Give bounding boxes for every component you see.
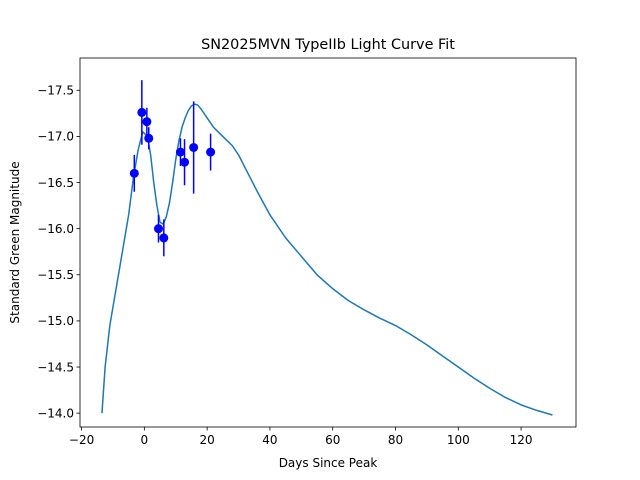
y-tick-label: −17.0	[37, 130, 74, 144]
y-axis-label: Standard Green Magnitude	[8, 161, 22, 323]
axes-frame	[79, 57, 577, 428]
data-point	[142, 117, 152, 127]
data-point	[153, 224, 163, 234]
y-tick-label: −16.0	[37, 222, 74, 236]
x-tick-label: 0	[141, 433, 149, 447]
data-point	[137, 107, 147, 117]
y-axis: −17.5 −17.0 −16.5 −16.0 −15.5 −15.0 −14.5 −14.0	[37, 84, 80, 420]
y-tick-label: −14.0	[37, 406, 74, 420]
data-point	[189, 142, 199, 152]
x-tick-label: 20	[199, 433, 214, 447]
x-tick-label: 40	[262, 433, 277, 447]
data-point	[206, 147, 216, 157]
y-tick-label: −15.5	[37, 268, 74, 282]
x-tick-label: −20	[69, 433, 94, 447]
y-tick-label: −14.5	[37, 360, 74, 374]
chart-title: SN2025MVN TypeIIb Light Curve Fit	[201, 37, 455, 53]
y-tick-label: −15.0	[37, 314, 74, 328]
x-tick-label: 80	[388, 433, 403, 447]
plot-area	[101, 80, 553, 416]
y-tick-label: −17.5	[37, 84, 74, 98]
data-point	[175, 147, 185, 157]
data-point	[159, 233, 169, 243]
x-tick-label: 120	[510, 433, 533, 447]
x-tick-label: 60	[325, 433, 340, 447]
data-point	[180, 157, 190, 167]
data-point	[129, 168, 139, 178]
x-tick-label: 100	[447, 433, 470, 447]
x-axis-label: Days Since Peak	[279, 456, 378, 470]
data-point	[144, 133, 154, 143]
x-axis: −20 0 20 40 60 80 100 120	[69, 427, 533, 447]
y-tick-label: −16.5	[37, 176, 74, 190]
